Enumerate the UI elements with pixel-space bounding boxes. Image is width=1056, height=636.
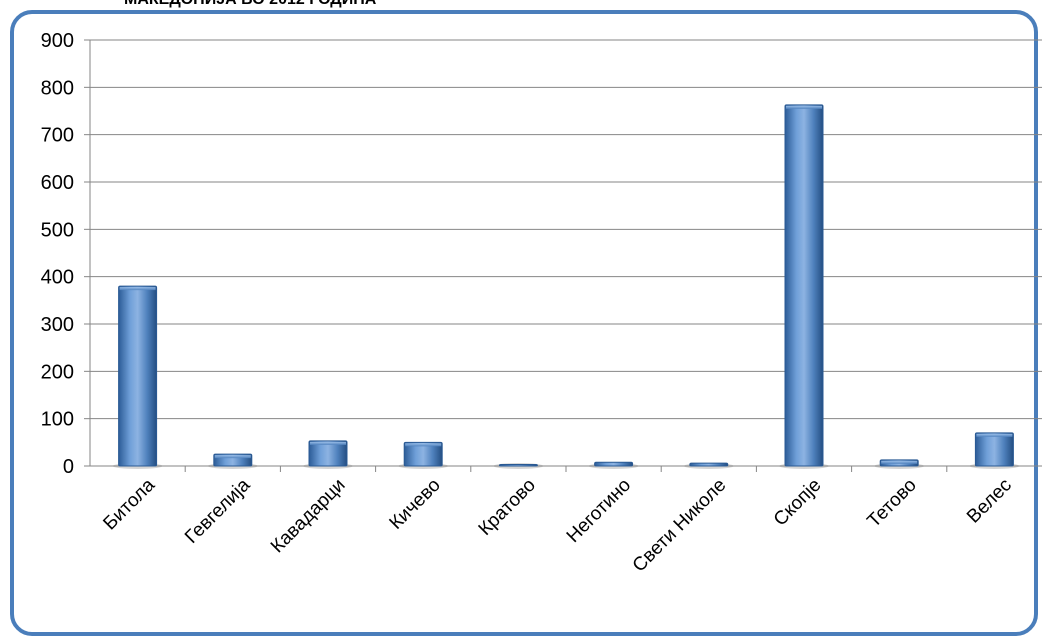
- bar: [689, 462, 729, 467]
- gridlines: [90, 39, 1042, 420]
- x-tick-label: Скопје: [770, 475, 826, 531]
- x-tick-label: Свети Николе: [629, 475, 731, 577]
- x-tick-label: Неготино: [563, 475, 635, 547]
- bar: [498, 464, 538, 467]
- bar-bevel: [881, 460, 918, 464]
- x-tick-label: Велес: [963, 475, 1016, 528]
- y-tick-label: 600: [41, 172, 74, 194]
- y-tick-label: 700: [41, 125, 74, 147]
- y-tick-label: 300: [41, 314, 74, 336]
- x-tick-label: Кавадарци: [267, 475, 350, 558]
- bar-bevel: [786, 105, 822, 109]
- tick-labels: 0 100 200 300 400 500 600 700 800 900 Битола Гевгел…: [41, 30, 1016, 576]
- bar: [308, 440, 348, 467]
- x-tick-label: Битола: [99, 474, 159, 534]
- axes: [84, 39, 1042, 472]
- x-tick-label: Кичево: [386, 475, 445, 534]
- chart-title: МАКЕДОНИЈА ВО 2012 ГОДИНА: [122, 0, 379, 9]
- x-tick-label: Кратово: [475, 475, 540, 540]
- bar: [974, 432, 1014, 467]
- x-tick-label: Гевгелија: [181, 474, 255, 548]
- bar: [403, 441, 443, 467]
- y-tick-label: 500: [41, 219, 74, 241]
- chart-frame: [10, 10, 1038, 636]
- y-tick-label: 900: [41, 30, 74, 52]
- y-tick-label: 0: [63, 456, 74, 478]
- bar-bevel: [310, 441, 346, 445]
- y-tick-label: 200: [41, 361, 74, 383]
- bar-bevel: [405, 443, 442, 447]
- bars: [112, 104, 1020, 469]
- bar-bevel: [214, 455, 251, 459]
- bar: [784, 104, 824, 467]
- bar: [118, 285, 158, 467]
- bar: [594, 461, 634, 467]
- bar-bevel: [976, 433, 1013, 437]
- y-tick-label: 100: [41, 409, 74, 431]
- x-tick-label: Тетово: [863, 475, 920, 532]
- y-tick-label: 800: [41, 77, 74, 99]
- y-tick-label: 400: [41, 267, 74, 289]
- bar-bevel: [119, 287, 156, 291]
